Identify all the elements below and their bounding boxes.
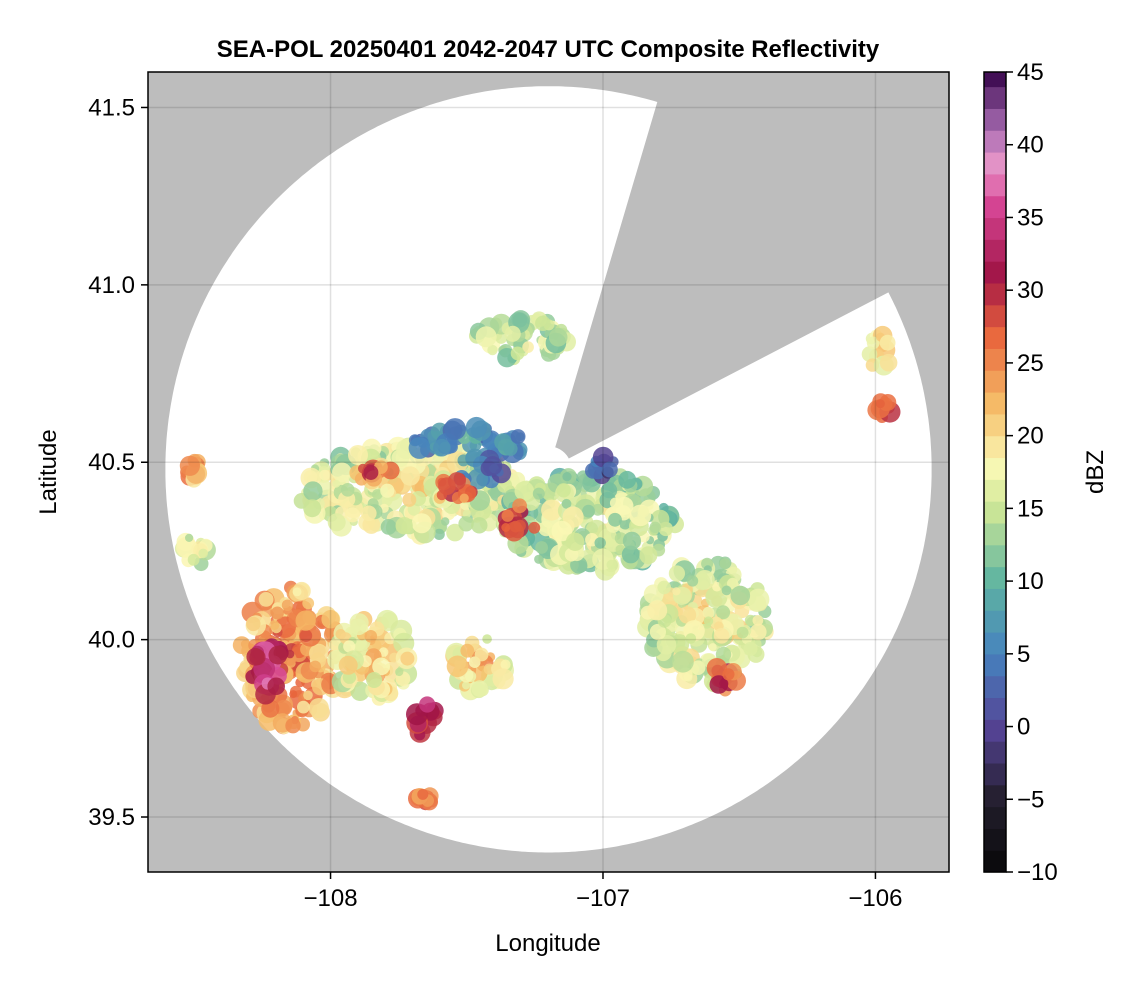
colorbar-tick-label: −5 — [1017, 786, 1044, 813]
colorbar-step — [984, 544, 1006, 568]
colorbar-step — [984, 72, 1006, 88]
colorbar-tick-label: 15 — [1017, 495, 1044, 522]
echo-region-northern-fragments — [469, 310, 577, 368]
colorbar-tick-label: 10 — [1017, 568, 1044, 595]
echo-region-northeast-core — [867, 393, 901, 423]
colorbar-tick-label: −10 — [1017, 859, 1058, 886]
colorbar-tick-label: 30 — [1017, 277, 1044, 304]
echo-region-southeast-core — [706, 658, 746, 697]
colorbar-step — [984, 741, 1006, 764]
x-tick-label: −106 — [848, 885, 902, 912]
colorbar-tick-label: 25 — [1017, 350, 1044, 377]
colorbar-step — [984, 566, 1006, 589]
echo-region-northern-blue-band — [408, 416, 528, 470]
colorbar-step — [984, 152, 1006, 175]
colorbar-step — [984, 108, 1006, 131]
colorbar-step — [984, 828, 1006, 851]
colorbar-step — [984, 130, 1006, 153]
colorbar-step — [984, 501, 1006, 524]
x-tick-label: −107 — [576, 885, 630, 912]
y-tick-label: 41.5 — [88, 94, 135, 121]
colorbar-step — [984, 806, 1006, 829]
echo-region-west-cell-2 — [174, 532, 216, 572]
echo-region-west-cell — [179, 453, 208, 488]
echo-region-southwest-core — [245, 638, 289, 705]
colorbar-step — [984, 304, 1006, 328]
colorbar-step — [984, 217, 1006, 240]
colorbar-ticks: −10 −5 0 5 10 15 20 25 30 35 40 45 — [1006, 59, 1058, 886]
colorbar-step — [984, 522, 1006, 546]
colorbar-step — [984, 282, 1006, 306]
echo-region-central-complex-east — [495, 467, 684, 581]
grid-lines — [148, 72, 949, 872]
colorbar-step — [984, 173, 1006, 197]
colorbar-step — [984, 675, 1006, 699]
colorbar-step — [984, 348, 1006, 371]
colorbar-step — [984, 610, 1006, 633]
colorbar-step — [984, 632, 1006, 655]
colorbar-steps — [984, 72, 1006, 873]
echo-region-south-cell-2 — [445, 634, 514, 701]
colorbar-tick-label: 0 — [1017, 714, 1030, 741]
colorbar-step — [984, 413, 1006, 437]
colorbar-tick-label: 40 — [1017, 132, 1044, 159]
plot-frame — [147, 71, 950, 873]
x-axis-label: Longitude — [495, 930, 600, 957]
colorbar-tick-label: 35 — [1017, 204, 1044, 231]
echo-region-south-core-line — [406, 696, 444, 743]
colorbar-step — [984, 86, 1006, 109]
y-tick-label: 39.5 — [88, 804, 135, 831]
colorbar-step — [984, 588, 1006, 611]
colorbar: −10 −5 0 5 10 15 20 25 30 35 40 45 dBZ — [983, 59, 1109, 886]
colorbar-step — [984, 850, 1006, 873]
echo-region-core-a — [497, 498, 541, 542]
colorbar-step — [984, 195, 1006, 219]
colorbar-label: dBZ — [1082, 450, 1109, 494]
y-axis: 39.5 40.0 40.5 41.0 41.5 — [88, 94, 148, 831]
colorbar-step — [984, 653, 1006, 677]
colorbar-frame — [983, 71, 1007, 873]
x-tick-label: −108 — [304, 885, 358, 912]
echo-region-core-c — [349, 459, 400, 487]
x-axis: −108 −107 −106 — [304, 872, 902, 912]
colorbar-step — [984, 784, 1006, 808]
echo-region-core-b — [433, 472, 478, 505]
echo-region-south-mid-cell — [327, 609, 418, 706]
colorbar-step — [984, 261, 1006, 284]
chart-title: SEA-POL 20250401 2042-2047 UTC Composite… — [217, 36, 880, 63]
colorbar-step — [984, 326, 1006, 349]
colorbar-step — [984, 719, 1006, 742]
colorbar-step — [984, 392, 1006, 415]
colorbar-step — [984, 457, 1006, 480]
echo-region-southeast-complex — [637, 555, 774, 693]
y-tick-label: 41.0 — [88, 272, 135, 299]
colorbar-step — [984, 762, 1006, 786]
colorbar-tick-label: 20 — [1017, 423, 1044, 450]
colorbar-step — [984, 239, 1006, 262]
colorbar-step — [984, 697, 1006, 720]
y-tick-label: 40.0 — [88, 627, 135, 654]
y-axis-label: Latitude — [35, 429, 62, 514]
echo-region-purple-band-2 — [585, 446, 619, 485]
colorbar-tick-label: 45 — [1017, 59, 1044, 86]
plot-area — [148, 72, 949, 872]
colorbar-step — [984, 435, 1006, 459]
colorbar-step — [984, 479, 1006, 502]
echo-layer — [174, 310, 901, 811]
echo-region-northeast-cell — [861, 325, 898, 376]
colorbar-step — [984, 370, 1006, 393]
y-tick-label: 40.5 — [88, 449, 135, 476]
echo-region-southern-specks — [408, 787, 439, 811]
colorbar-tick-label: 5 — [1017, 641, 1030, 668]
